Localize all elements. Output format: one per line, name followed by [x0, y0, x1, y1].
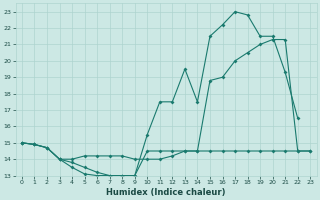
X-axis label: Humidex (Indice chaleur): Humidex (Indice chaleur) — [106, 188, 226, 197]
